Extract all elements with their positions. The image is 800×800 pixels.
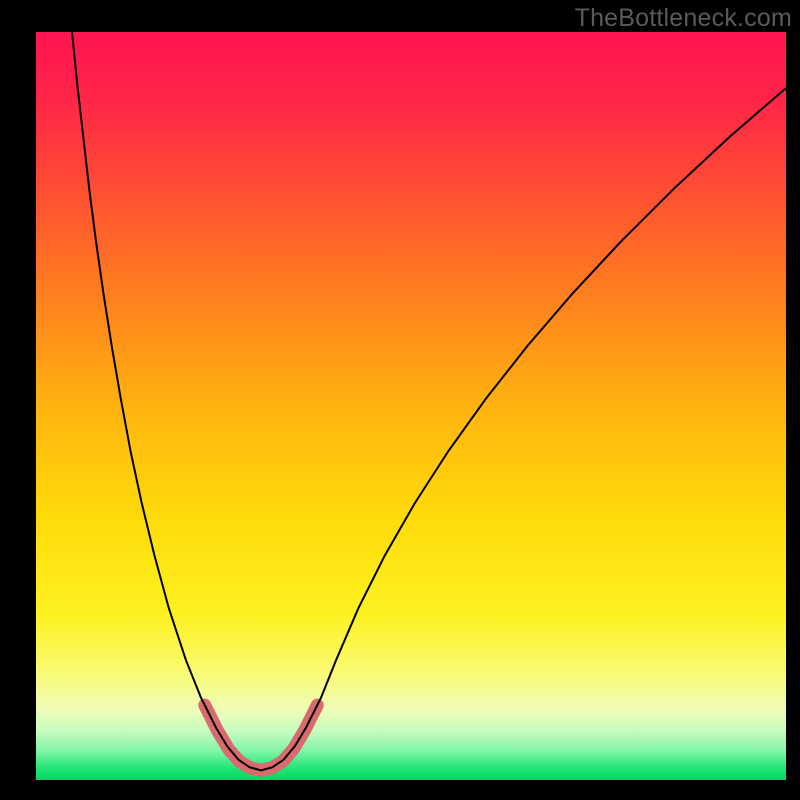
plot-background — [36, 32, 786, 780]
chart-frame: TheBottleneck.com — [0, 0, 800, 800]
bottleneck-chart — [0, 0, 800, 800]
watermark-text: TheBottleneck.com — [575, 4, 792, 33]
